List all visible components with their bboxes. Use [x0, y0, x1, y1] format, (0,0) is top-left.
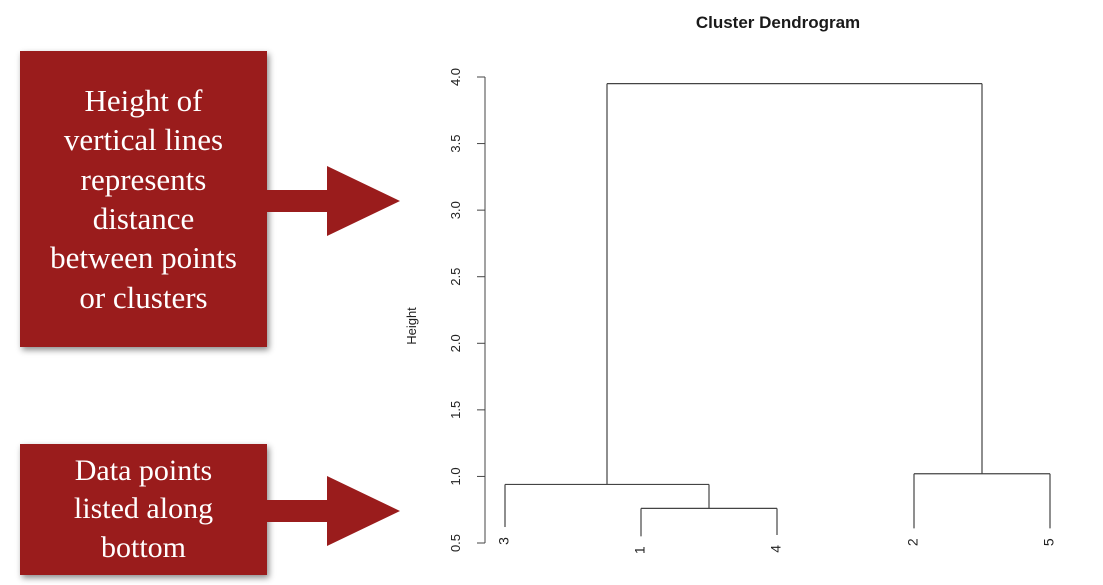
arrow-right-icon	[265, 476, 400, 546]
y-tick-label: 2.5	[448, 268, 463, 286]
callout-data-points-explanation: Data points listed along bottom	[20, 444, 267, 575]
y-tick-label: 0.5	[448, 534, 463, 552]
callout-data-points-text: Data points listed along bottom	[73, 454, 214, 564]
y-tick-label: 1.5	[448, 401, 463, 419]
arrow-right-icon	[265, 166, 400, 236]
leaf-label: 3	[496, 537, 512, 545]
leaf-label: 1	[632, 546, 648, 554]
y-axis: 0.5 1.0 1.5 2.0 2.5 3.0 3.5 4.0	[448, 68, 486, 552]
dendrogram-tree	[504, 83, 1051, 537]
y-tick-label: 3.5	[448, 135, 463, 153]
y-tick-label: 3.0	[448, 201, 463, 219]
y-tick-label: 2.0	[448, 334, 463, 352]
y-tick-label: 4.0	[448, 68, 463, 86]
leaf-labels: 3 1 4 2 5	[496, 537, 1057, 554]
y-axis-label: Height	[404, 307, 419, 345]
leaf-label: 4	[768, 545, 784, 553]
leaf-label: 5	[1041, 538, 1057, 546]
chart-title: Cluster Dendrogram	[696, 13, 860, 32]
y-tick-label: 1.0	[448, 467, 463, 485]
callout-height-explanation: Height of vertical lines represents dist…	[20, 51, 267, 347]
leaf-label: 2	[905, 538, 921, 546]
callout-height-text: Height of vertical lines represents dist…	[50, 82, 237, 315]
